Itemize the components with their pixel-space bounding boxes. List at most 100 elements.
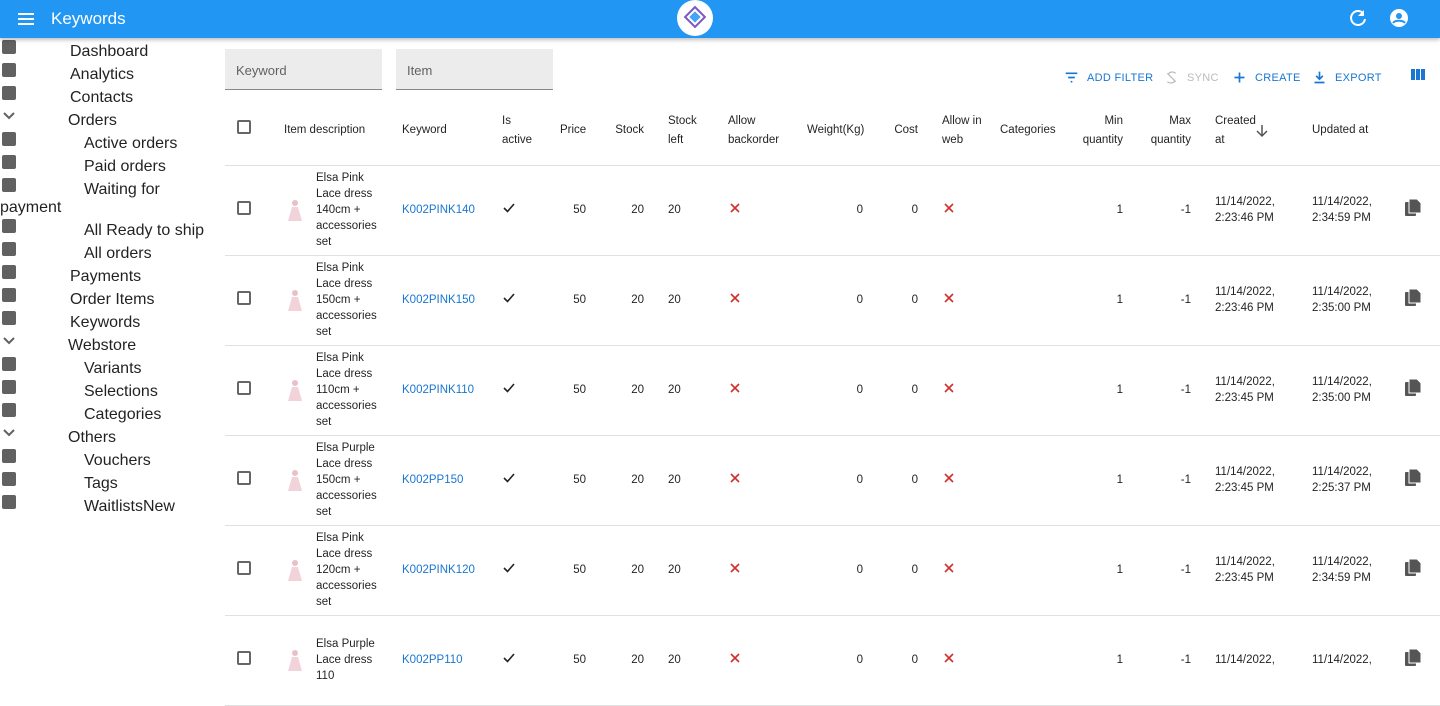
cell: 20 — [598, 345, 656, 436]
cell-text: 1 — [1116, 204, 1123, 216]
keyword-link[interactable]: K002PINK140 — [402, 204, 475, 216]
nav-label: Keywords — [70, 314, 141, 331]
nav-item[interactable]: All orders — [0, 240, 222, 263]
refresh-button[interactable] — [1349, 9, 1367, 27]
nav-item[interactable]: Orders — [0, 107, 222, 130]
checkbox[interactable] — [237, 560, 251, 575]
item-thumbnail — [288, 200, 302, 221]
checkbox[interactable] — [237, 650, 251, 665]
nav-item[interactable]: WaitlistsNew — [0, 493, 222, 516]
nav-label: Order Items — [70, 291, 155, 308]
cell-text: 0 — [856, 294, 863, 306]
header-row: Item description Keyword Is active Price Sto… — [225, 97, 1440, 166]
column-header: Weight(Kg) — [807, 124, 865, 137]
cell: 1 — [1070, 435, 1135, 526]
cell: 50 — [548, 615, 598, 706]
cell — [225, 345, 272, 436]
nav-item[interactable]: Paid orders — [0, 153, 222, 176]
cell — [1392, 615, 1440, 706]
nav-item[interactable]: Vouchers — [0, 447, 222, 470]
keyword-link[interactable]: K002PINK110 — [402, 384, 475, 396]
copy-button[interactable] — [1404, 378, 1422, 398]
table-row[interactable]: Elsa Pink Lace dress 140cm + accessories… — [225, 165, 1440, 256]
keyword-link[interactable]: K002PP110 — [402, 654, 463, 666]
toolbar-button[interactable]: ADD FILTER — [1064, 70, 1153, 85]
table-row[interactable]: Elsa Pink Lace dress 110cm + accessories… — [225, 345, 1440, 436]
checkbox[interactable] — [237, 470, 251, 485]
nav-item[interactable]: Waiting for payment — [0, 176, 222, 217]
cell-text: 50 — [573, 384, 586, 396]
nav-item[interactable]: Variants — [0, 355, 222, 378]
keyword-link[interactable]: K002PP150 — [402, 474, 464, 486]
column-header: Cost — [894, 124, 918, 137]
nav-item[interactable]: Others — [0, 424, 222, 447]
menu-button[interactable] — [17, 10, 35, 28]
cell-text: -1 — [1180, 564, 1191, 576]
cell-text: 0 — [911, 564, 918, 576]
nav-item[interactable]: Analytics — [0, 61, 222, 84]
keyword-filter[interactable]: Keyword — [225, 49, 382, 90]
logo[interactable] — [676, 0, 714, 38]
table-row[interactable]: Elsa Pink Lace dress 120cm + accessories… — [225, 525, 1440, 616]
date: 11/14/2022, 2:34:59 PM — [1312, 556, 1372, 584]
description: Elsa Purple Lace dress 110 — [284, 636, 386, 684]
table-row[interactable]: Elsa Pink Lace dress 150cm + accessories… — [225, 255, 1440, 346]
checkbox[interactable] — [237, 120, 251, 135]
toolbar-button[interactable]: EXPORT — [1312, 70, 1382, 85]
column-header: Categories — [1000, 124, 1056, 137]
nav-item[interactable]: Categories — [0, 401, 222, 424]
nav-item[interactable]: Active orders — [0, 130, 222, 153]
cell: 11/14/2022, 2:35:00 PM — [1300, 255, 1392, 346]
cell: 20 — [656, 435, 716, 526]
sidebar: Dashboard Analytics Contacts Orders Active o… — [0, 38, 222, 660]
check-icon — [503, 202, 515, 213]
checkbox[interactable] — [237, 200, 251, 215]
header-cell[interactable]: Updated at — [1300, 97, 1392, 166]
toolbar-button[interactable]: CREATE — [1232, 70, 1301, 85]
icon — [2, 311, 16, 325]
cell: 11/14/2022, 2:25:37 PM — [1300, 435, 1392, 526]
icon — [2, 380, 16, 394]
nav-item[interactable]: All Ready to ship — [0, 217, 222, 240]
toolbar-label: ADD FILTER — [1087, 71, 1154, 84]
cell: Elsa Pink Lace dress 140cm + accessories… — [272, 165, 390, 256]
header-cell — [1392, 97, 1440, 166]
copy-button[interactable] — [1404, 198, 1422, 218]
nav-item[interactable]: Tags — [0, 470, 222, 493]
cell — [225, 165, 272, 256]
item-filter[interactable]: Item — [396, 49, 553, 90]
checkbox[interactable] — [237, 290, 251, 305]
checkbox[interactable] — [237, 380, 251, 395]
header-cell: Max quantity — [1135, 97, 1203, 166]
cell — [930, 255, 988, 346]
icon — [2, 155, 16, 169]
nav-item[interactable]: Selections — [0, 378, 222, 401]
copy-button[interactable] — [1404, 468, 1422, 488]
cell-text: -1 — [1180, 294, 1191, 306]
keyword-link[interactable]: K002PINK150 — [402, 294, 475, 306]
account-button[interactable] — [1389, 8, 1409, 28]
header-cell[interactable]: Created at — [1203, 97, 1300, 166]
copy-button[interactable] — [1404, 648, 1422, 668]
nav-item[interactable]: Order Items — [0, 286, 222, 309]
date: 11/14/2022, 2:23:45 PM — [1215, 466, 1275, 494]
nav-item[interactable]: Webstore — [0, 332, 222, 355]
nav-item[interactable]: Dashboard — [0, 38, 222, 61]
copy-button[interactable] — [1404, 288, 1422, 308]
nav-item[interactable]: Contacts — [0, 84, 222, 107]
date: 11/14/2022, 2:25:37 PM — [1312, 466, 1372, 494]
toolbar-label: SYNC — [1187, 71, 1219, 84]
cell: 1 — [1070, 345, 1135, 436]
cell: 11/14/2022, 2:23:46 PM — [1203, 255, 1300, 346]
nav-item[interactable]: Payments — [0, 263, 222, 286]
icon — [2, 472, 16, 486]
columns-button[interactable] — [1410, 68, 1426, 82]
table-row[interactable]: Elsa Purple Lace dress 110 K002PP110 50 20 2… — [225, 615, 1440, 706]
copy-button[interactable] — [1404, 558, 1422, 578]
cell: 20 — [656, 165, 716, 256]
keyword-link[interactable]: K002PINK120 — [402, 564, 475, 576]
table-row[interactable]: Elsa Purple Lace dress 150cm + accessori… — [225, 435, 1440, 526]
column-header: Max quantity — [1150, 114, 1191, 146]
nav-item[interactable]: Keywords — [0, 309, 222, 332]
